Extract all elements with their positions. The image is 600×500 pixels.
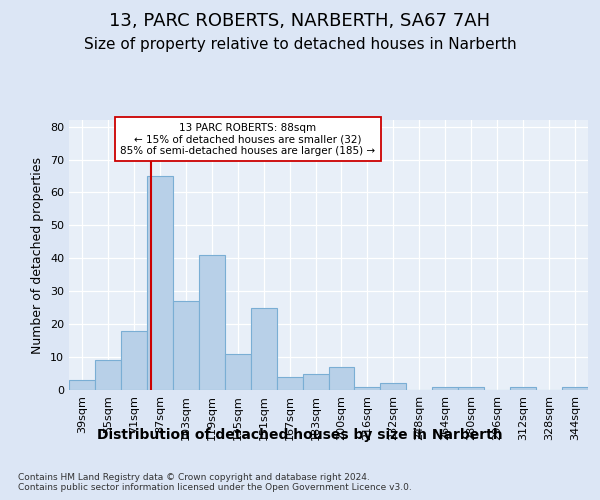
Text: Contains HM Land Registry data © Crown copyright and database right 2024.
Contai: Contains HM Land Registry data © Crown c… xyxy=(18,472,412,492)
Text: Size of property relative to detached houses in Narberth: Size of property relative to detached ho… xyxy=(83,38,517,52)
Text: 13 PARC ROBERTS: 88sqm
← 15% of detached houses are smaller (32)
85% of semi-det: 13 PARC ROBERTS: 88sqm ← 15% of detached… xyxy=(121,122,376,156)
Bar xyxy=(329,367,355,390)
Bar xyxy=(69,380,95,390)
Bar xyxy=(251,308,277,390)
Bar xyxy=(562,386,588,390)
Bar xyxy=(433,386,458,390)
Bar xyxy=(380,384,406,390)
Bar xyxy=(95,360,121,390)
Bar xyxy=(121,330,147,390)
Bar xyxy=(199,255,224,390)
Bar xyxy=(302,374,329,390)
Y-axis label: Number of detached properties: Number of detached properties xyxy=(31,156,44,354)
Bar xyxy=(225,354,251,390)
Bar xyxy=(355,386,380,390)
Bar xyxy=(277,377,302,390)
Bar xyxy=(147,176,173,390)
Bar xyxy=(173,301,199,390)
Bar xyxy=(458,386,484,390)
Text: Distribution of detached houses by size in Narberth: Distribution of detached houses by size … xyxy=(97,428,503,442)
Text: 13, PARC ROBERTS, NARBERTH, SA67 7AH: 13, PARC ROBERTS, NARBERTH, SA67 7AH xyxy=(109,12,491,30)
Bar xyxy=(510,386,536,390)
